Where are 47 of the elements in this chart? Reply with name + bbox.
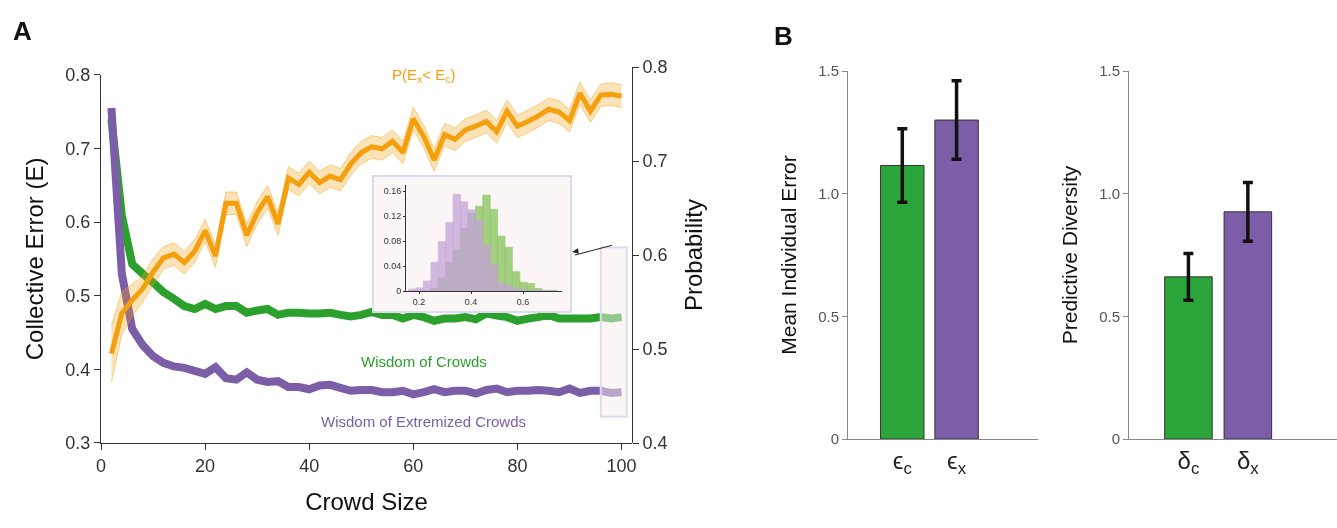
y-tick-label: 0.16 (383, 186, 402, 197)
x-tick-label: 60 (403, 455, 424, 476)
y-tick-label: 0 (1111, 430, 1120, 448)
x-tick-label: 40 (299, 455, 320, 476)
y-tick-label: 0.04 (383, 261, 402, 272)
y-tick-label: 1.0 (818, 184, 839, 202)
x-axis-title: Crowd Size (305, 487, 428, 515)
y-tick-label: 0.3 (65, 433, 91, 454)
y2-tick-label: 0.4 (642, 433, 668, 454)
y-axis-title: Mean Individual Error (777, 155, 800, 355)
y-tick-label: 0.4 (65, 359, 91, 380)
y2-tick-label: 0.5 (642, 339, 668, 360)
series-label: Wisdom of Extremized Crowds (321, 413, 527, 430)
text: A (13, 16, 32, 46)
y-tick-label: 0.8 (65, 65, 91, 86)
y-axis-title: Predictive Diversity (1058, 165, 1081, 345)
x-tick-label: 0.4 (464, 296, 478, 307)
y2-tick-label: 0.7 (642, 151, 668, 172)
text: P(E$_{x}$< E$_{c}$) (392, 66, 456, 86)
x-tick-label: δ$_{c}$ (1177, 446, 1200, 478)
text: Wisdom of Crowds (361, 353, 487, 370)
y2-tick-label: 0.8 (642, 57, 668, 78)
y2-axis-title: Probability (680, 198, 707, 312)
x-tick-label: δ$_{x}$ (1236, 446, 1260, 478)
y-tick-label: 0 (396, 286, 402, 297)
x-tick-label: 80 (507, 455, 528, 476)
y-tick-label: 1.5 (818, 62, 839, 80)
y-tick-label: 0.12 (383, 211, 402, 222)
x-tick-label: 20 (195, 455, 216, 476)
y-tick-label: 0.5 (65, 286, 91, 307)
y-tick-label: 1.0 (1099, 184, 1120, 202)
y-tick-label: 0.5 (1099, 307, 1120, 325)
y-axis-title: Collective Error (E) (21, 157, 48, 361)
x-tick-label: 0 (95, 455, 107, 476)
y-tick-label: 1.5 (1099, 62, 1120, 80)
y-tick-label: 0.7 (65, 138, 91, 159)
x-tick-label: ϵ$_{x}$ (947, 446, 967, 478)
x-tick-label: ϵ$_{c}$ (892, 446, 912, 478)
x-tick-label: 0.6 (516, 296, 530, 307)
y-tick-label: 0.6 (65, 212, 91, 233)
y-tick-label: 0.08 (383, 236, 402, 247)
y-tick-label: 0.5 (818, 307, 839, 325)
text: B (774, 21, 793, 51)
y-tick-label: 0 (830, 430, 839, 448)
x-tick-label: 0.2 (412, 296, 426, 307)
y2-tick-label: 0.6 (642, 245, 668, 266)
x-tick-label: 100 (606, 455, 637, 476)
